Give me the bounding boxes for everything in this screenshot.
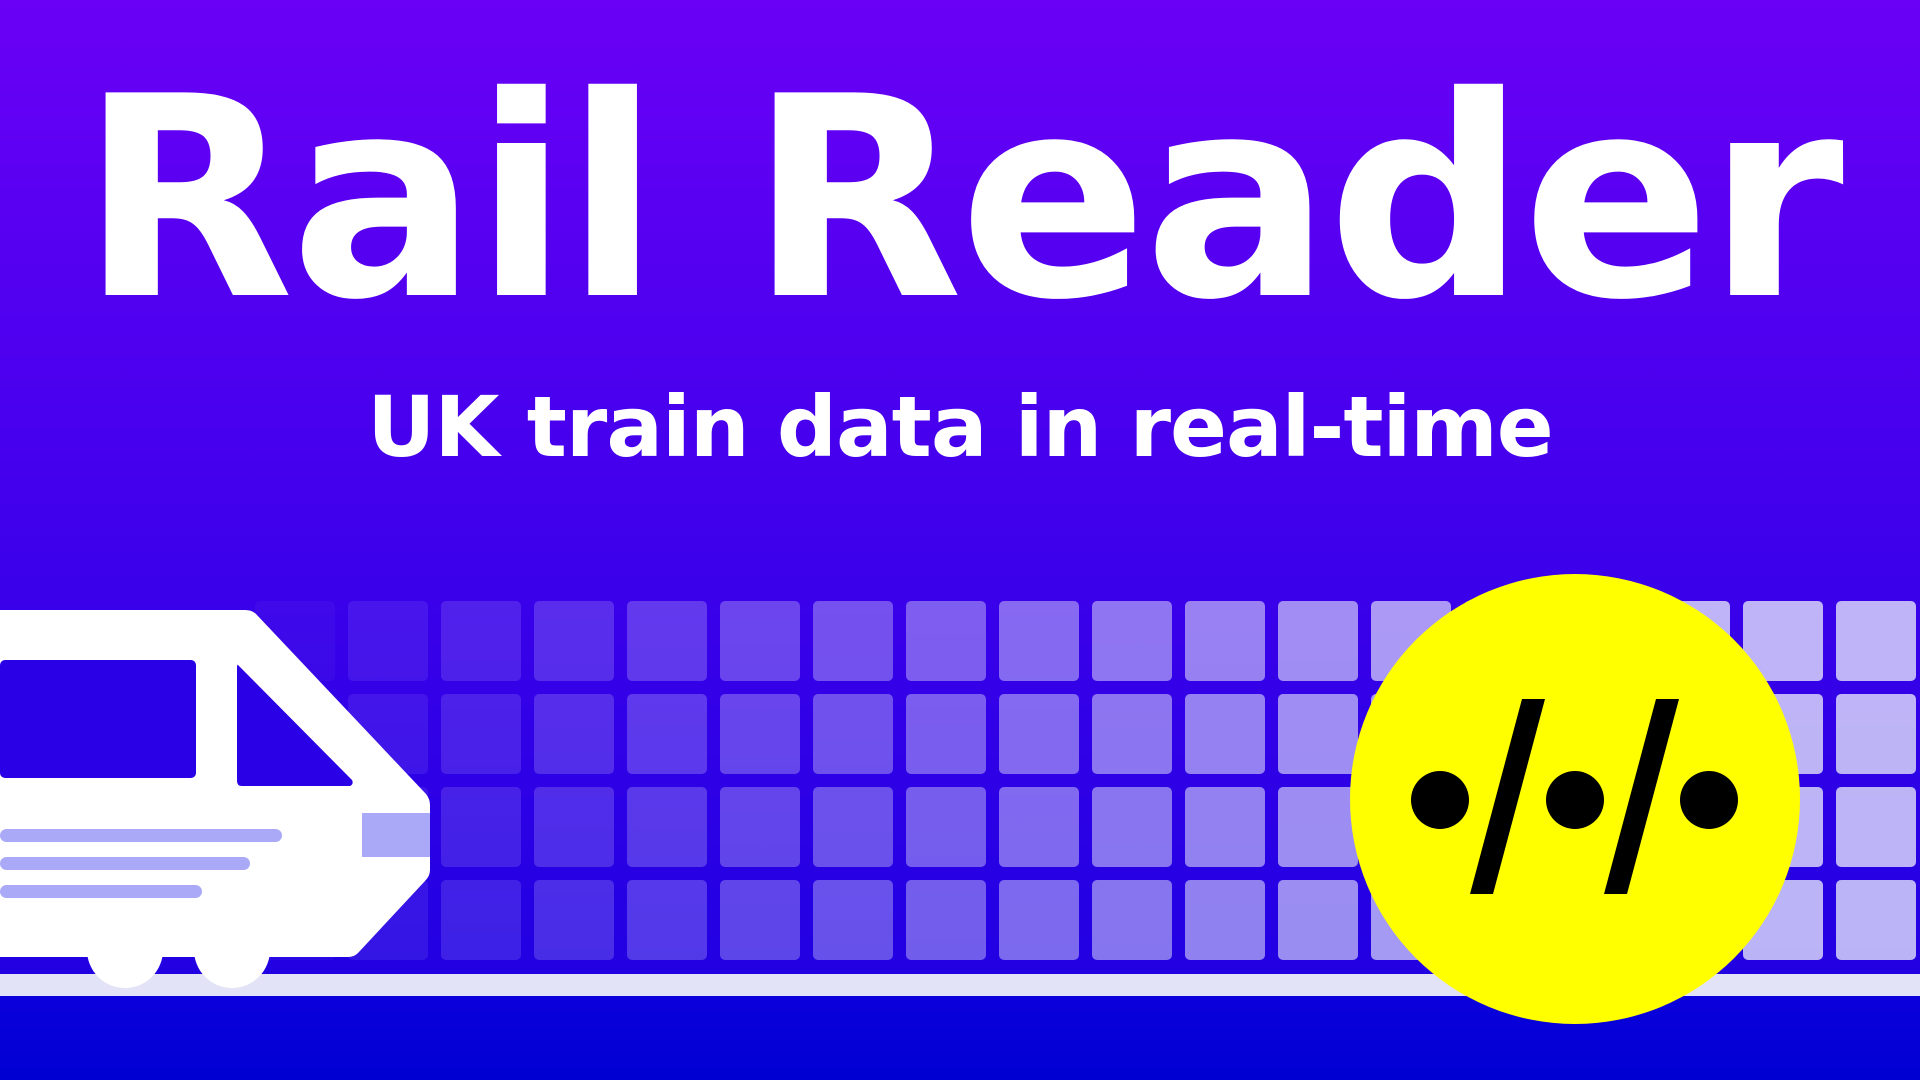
app-tagline: UK train data in real-time <box>367 378 1554 476</box>
grid-tile <box>1278 880 1358 960</box>
grid-tile <box>1092 601 1172 681</box>
grid-tile <box>1278 787 1358 867</box>
grid-tile <box>1836 694 1916 774</box>
grid-tile <box>534 880 614 960</box>
grid-tile <box>999 880 1079 960</box>
grid-tile <box>999 694 1079 774</box>
train-windshield <box>237 664 353 786</box>
grid-tile <box>813 601 893 681</box>
grid-tile <box>906 880 986 960</box>
grid-tile <box>906 601 986 681</box>
grid-tile <box>720 787 800 867</box>
grid-tile <box>720 880 800 960</box>
grid-tile <box>999 787 1079 867</box>
grid-tile <box>906 787 986 867</box>
grid-tile <box>534 601 614 681</box>
grid-tile <box>1278 601 1358 681</box>
grid-tile <box>813 880 893 960</box>
grid-tile <box>1836 787 1916 867</box>
app-title: Rail Reader <box>80 37 1844 361</box>
grid-tile <box>627 694 707 774</box>
grid-tile <box>627 601 707 681</box>
grid-tile <box>534 787 614 867</box>
grid-tile <box>441 601 521 681</box>
train-speed-stripes <box>0 829 282 898</box>
grid-tile <box>720 694 800 774</box>
grid-tile <box>534 694 614 774</box>
grid-tile <box>1278 694 1358 774</box>
code-dots-logo-icon <box>1411 699 1738 894</box>
train-icon <box>0 610 430 988</box>
grid-tile <box>720 601 800 681</box>
grid-tile <box>1836 601 1916 681</box>
grid-tile <box>441 694 521 774</box>
logo-badge <box>1350 574 1800 1024</box>
grid-tile <box>1185 694 1265 774</box>
grid-tile <box>1092 694 1172 774</box>
grid-tile <box>441 880 521 960</box>
grid-tile <box>813 787 893 867</box>
train-headlight-panel <box>362 813 430 857</box>
grid-tile <box>1185 880 1265 960</box>
grid-tile <box>999 601 1079 681</box>
grid-tile <box>627 787 707 867</box>
grid-tile <box>1836 880 1916 960</box>
grid-tile <box>813 694 893 774</box>
train-side-window <box>0 660 196 778</box>
grid-tile <box>1185 787 1265 867</box>
grid-tile <box>906 694 986 774</box>
grid-tile <box>441 787 521 867</box>
grid-tile <box>627 880 707 960</box>
grid-tile <box>1185 601 1265 681</box>
grid-tile <box>1092 787 1172 867</box>
grid-tile <box>1092 880 1172 960</box>
